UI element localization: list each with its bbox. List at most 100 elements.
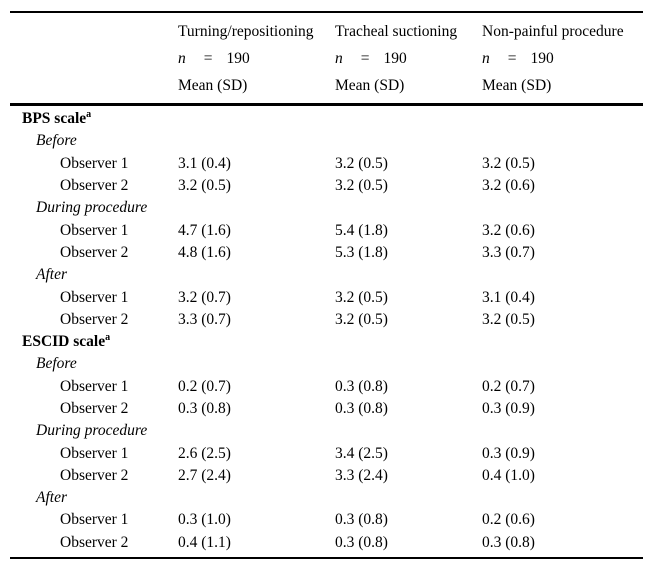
row-label: Observer 2 xyxy=(10,244,178,262)
row-label-text: Observer 2 xyxy=(60,400,129,417)
value-cell: 3.4 (2.5) xyxy=(335,444,388,462)
row-label-text: BPS scale xyxy=(22,110,87,128)
table-row: Before xyxy=(10,353,643,375)
column-title: Tracheal suctioning xyxy=(335,23,458,40)
row-label-text: Observer 2 xyxy=(60,466,129,484)
table-row: ESCID scalea xyxy=(10,331,643,353)
value-cell: 0.3 (0.8) xyxy=(178,400,231,417)
value-cell: 3.2 (0.7) xyxy=(178,288,231,306)
value-cell: 0.4 (1.0) xyxy=(482,466,535,484)
header-col-tracheal-suctioning: Tracheal suctioning n = 190 Mean (SD) xyxy=(335,18,482,99)
value-cell: 3.2 (0.5) xyxy=(335,288,388,306)
row-label-text: Observer 1 xyxy=(60,511,129,529)
pain-scale-reliability-table: Turning/repositioning n = 190 Mean (SD) Tr… xyxy=(10,11,643,559)
value-cell: 0.3 (0.9) xyxy=(482,444,535,462)
table-body: BPS scalea Before Observer 1 3.1 (0.4) 3… xyxy=(10,106,643,559)
value-cell: 0.3 (0.9) xyxy=(482,400,535,417)
row-label-text: Observer 1 xyxy=(60,221,129,239)
value-cell: 0.3 (0.8) xyxy=(335,533,388,551)
equals-sign: = xyxy=(203,50,213,67)
row-label-text: After xyxy=(36,489,67,507)
n-value: 190 xyxy=(383,50,407,67)
row-label: During procedure xyxy=(10,422,178,440)
table-row: Observer 1 0.3 (1.0) 0.3 (0.8) 0.2 (0.6) xyxy=(10,509,643,531)
value-cell: 0.3 (0.8) xyxy=(335,511,388,529)
value-cell: 0.4 (1.1) xyxy=(178,533,231,551)
value-cell: 3.2 (0.5) xyxy=(178,177,231,195)
row-label: During procedure xyxy=(10,199,178,217)
value-cell: 3.2 (0.5) xyxy=(335,177,388,195)
table-row: During procedure xyxy=(10,420,643,442)
value-cell: 3.3 (0.7) xyxy=(178,310,231,328)
n-value: 190 xyxy=(530,50,554,67)
equals-sign: = xyxy=(360,50,370,67)
table-row: Observer 2 4.8 (1.6) 5.3 (1.8) 3.3 (0.7) xyxy=(10,242,643,264)
value-cell: 3.2 (0.5) xyxy=(482,154,535,172)
row-label-text: Before xyxy=(36,132,77,150)
value-cell: 0.3 (1.0) xyxy=(178,511,231,529)
footnote-marker: a xyxy=(86,108,92,120)
row-label: Observer 1 xyxy=(10,445,178,463)
row-label: Observer 2 xyxy=(10,534,178,552)
row-label: Observer 2 xyxy=(10,467,178,485)
stat-label: Mean (SD) xyxy=(482,77,552,94)
table-row: Observer 1 2.6 (2.5) 3.4 (2.5) 0.3 (0.9) xyxy=(10,442,643,464)
sample-size-line: n = 190 xyxy=(178,45,335,72)
row-label: BPS scalea xyxy=(10,108,178,128)
table-row: BPS scalea xyxy=(10,108,643,130)
row-label: Observer 1 xyxy=(10,511,178,529)
row-label: ESCID scalea xyxy=(10,331,178,351)
row-label: After xyxy=(10,489,178,507)
row-label: Observer 1 xyxy=(10,222,178,240)
table-row: Observer 2 3.2 (0.5) 3.2 (0.5) 3.2 (0.6) xyxy=(10,175,643,197)
n-symbol: n xyxy=(178,50,186,67)
value-cell: 3.2 (0.6) xyxy=(482,221,535,239)
table-row: Before xyxy=(10,130,643,152)
table-row: Observer 2 2.7 (2.4) 3.3 (2.4) 0.4 (1.0) xyxy=(10,465,643,487)
row-label-text: Observer 2 xyxy=(60,310,129,328)
row-label-text: During procedure xyxy=(36,199,148,217)
value-cell: 3.1 (0.4) xyxy=(482,288,535,306)
row-label: After xyxy=(10,266,178,284)
row-label-text: ESCID scale xyxy=(22,333,106,351)
table-row: Observer 2 0.4 (1.1) 0.3 (0.8) 0.3 (0.8) xyxy=(10,532,643,554)
footnote-marker: a xyxy=(105,331,111,343)
value-cell: 2.7 (2.4) xyxy=(178,466,231,484)
row-label-text: Observer 1 xyxy=(60,154,129,172)
row-label: Observer 2 xyxy=(10,311,178,329)
row-label: Observer 1 xyxy=(10,378,178,396)
row-label: Observer 2 xyxy=(10,400,178,418)
row-label: Observer 1 xyxy=(10,155,178,173)
table-row: Observer 2 0.3 (0.8) 0.3 (0.8) 0.3 (0.9) xyxy=(10,398,643,420)
value-cell: 0.2 (0.7) xyxy=(482,377,535,395)
stat-label: Mean (SD) xyxy=(335,77,405,94)
column-title: Non-painful procedure xyxy=(482,23,624,40)
value-cell: 0.3 (0.8) xyxy=(482,533,535,551)
n-symbol: n xyxy=(482,50,490,67)
n-value: 190 xyxy=(226,50,250,67)
sample-size-line: n = 190 xyxy=(335,45,482,72)
value-cell: 3.1 (0.4) xyxy=(178,154,231,172)
value-cell: 3.2 (0.6) xyxy=(482,177,535,195)
row-label-text: Observer 2 xyxy=(60,177,129,195)
row-label-text: Before xyxy=(36,355,77,373)
table-row: After xyxy=(10,487,643,509)
table-header-row: Turning/repositioning n = 190 Mean (SD) Tr… xyxy=(10,11,643,106)
header-col-turning-repositioning: Turning/repositioning n = 190 Mean (SD) xyxy=(178,18,335,99)
n-symbol: n xyxy=(335,50,343,67)
row-label: Observer 2 xyxy=(10,177,178,195)
value-cell: 3.2 (0.5) xyxy=(335,154,388,172)
row-label: Observer 1 xyxy=(10,289,178,307)
value-cell: 3.3 (2.4) xyxy=(335,466,388,484)
table-row: After xyxy=(10,264,643,286)
value-cell: 0.3 (0.8) xyxy=(335,400,388,417)
column-title: Turning/repositioning xyxy=(178,23,314,40)
table-row: Observer 1 4.7 (1.6) 5.4 (1.8) 3.2 (0.6) xyxy=(10,219,643,241)
value-cell: 0.3 (0.8) xyxy=(335,377,388,395)
row-label: Before xyxy=(10,355,178,373)
value-cell: 3.2 (0.5) xyxy=(335,310,388,328)
equals-sign: = xyxy=(507,50,517,67)
header-col-non-painful-procedure: Non-painful procedure n = 190 Mean (SD) xyxy=(482,18,643,99)
value-cell: 0.2 (0.7) xyxy=(178,377,231,395)
row-label-text: Observer 2 xyxy=(60,243,129,261)
